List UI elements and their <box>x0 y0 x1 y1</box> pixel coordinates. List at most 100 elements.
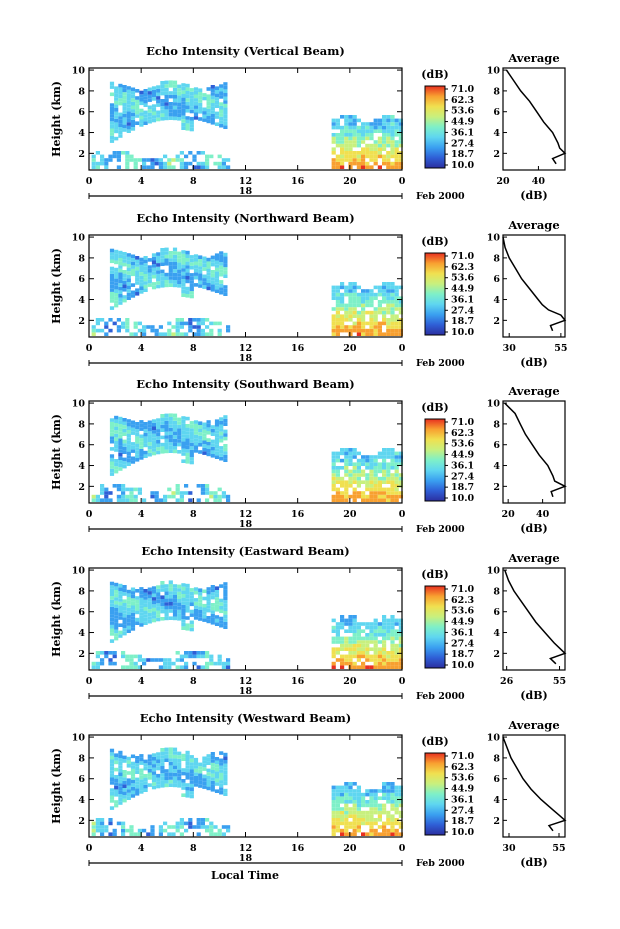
echo-cell <box>213 832 218 836</box>
echo-cell <box>214 597 220 601</box>
echo-cell <box>95 321 100 326</box>
echo-cell <box>171 832 176 836</box>
echo-cell <box>213 494 218 499</box>
echo-cell <box>331 125 336 130</box>
echo-cell <box>151 86 157 90</box>
echo-cell <box>185 431 190 435</box>
echo-cell <box>164 591 169 595</box>
echo-cell <box>198 280 203 285</box>
echo-cell <box>200 821 205 826</box>
echo-cell <box>398 118 403 123</box>
panel-title: Echo Intensity (Northward Beam) <box>136 211 354 225</box>
echo-cell <box>125 151 130 155</box>
echo-cell <box>205 651 210 655</box>
echo-cell <box>168 779 173 784</box>
echo-cell <box>394 307 399 311</box>
echo-cell <box>181 427 186 431</box>
echo-cell <box>390 136 395 141</box>
echo-cell <box>109 766 115 771</box>
echo-cell <box>202 589 207 594</box>
echo-cell <box>181 612 186 616</box>
echo-cell <box>219 765 224 770</box>
echo-cell <box>382 825 387 829</box>
echo-cell <box>390 818 395 822</box>
echo-cell <box>382 782 387 786</box>
echo-cell <box>168 279 173 284</box>
echo-cell <box>130 101 136 106</box>
echo-cell <box>122 755 127 760</box>
echo-cell <box>147 783 152 787</box>
echo-cell <box>184 491 189 495</box>
echo-cells <box>91 580 403 669</box>
echo-cell <box>206 275 211 280</box>
echo-cell <box>369 458 374 463</box>
average-y-tick-label: 4 <box>493 795 500 806</box>
echo-cell <box>361 165 366 169</box>
echo-cell <box>126 100 131 105</box>
echo-cell <box>114 629 119 634</box>
echo-cell <box>202 611 207 615</box>
echo-cell <box>135 599 140 604</box>
echo-cell <box>206 590 211 595</box>
echo-cell <box>112 321 117 326</box>
echo-cell <box>373 661 378 666</box>
echo-cell <box>213 491 218 495</box>
echo-cell <box>382 636 387 641</box>
echo-cell <box>386 814 391 818</box>
echo-cell <box>369 318 374 322</box>
echo-cell <box>377 462 382 466</box>
echo-cell <box>390 462 395 466</box>
average-x-tick-label: 55 <box>554 343 567 354</box>
echo-cell <box>160 758 165 763</box>
echo-cell <box>223 107 228 111</box>
echo-cell <box>193 268 199 273</box>
echo-cell <box>129 158 134 162</box>
echo-cell <box>335 292 340 297</box>
echo-cell <box>160 609 165 614</box>
echo-cell <box>340 498 345 502</box>
echo-cell <box>164 754 169 759</box>
echo-cell <box>352 643 357 648</box>
echo-cell <box>214 782 220 786</box>
echo-cell <box>126 771 131 775</box>
echo-cell <box>335 633 340 637</box>
echo-cell <box>95 818 100 822</box>
echo-cell <box>193 427 199 432</box>
echo-cell <box>361 629 366 633</box>
echo-cell <box>210 121 215 125</box>
echo-cell <box>335 118 340 123</box>
echo-cell <box>118 416 123 421</box>
echo-cell <box>172 102 178 106</box>
echo-cell <box>198 106 203 110</box>
echo-cell <box>206 261 211 265</box>
echo-cell <box>147 758 152 762</box>
echo-cell <box>348 307 353 311</box>
echo-cell <box>179 158 184 162</box>
echo-cell <box>168 417 173 421</box>
y-tick-label: 4 <box>78 461 85 472</box>
echo-cell <box>219 254 224 259</box>
x-tick-label: 12 <box>239 176 252 187</box>
echo-cell <box>369 321 374 326</box>
echo-cell <box>202 256 207 261</box>
echo-cell <box>221 825 226 829</box>
echo-cell <box>189 262 194 266</box>
echo-cell <box>340 821 345 826</box>
echo-cell <box>185 98 190 102</box>
echo-cell <box>214 257 220 261</box>
echo-cell <box>150 165 155 169</box>
echo-cell <box>221 832 226 836</box>
echo-cell <box>394 158 399 162</box>
echo-cell <box>121 832 126 836</box>
echo-cell <box>109 139 115 143</box>
echo-cell <box>121 484 126 488</box>
echo-cell <box>210 777 215 781</box>
echo-cell <box>135 443 140 448</box>
echo-cell <box>335 789 340 793</box>
echo-cell <box>91 828 96 833</box>
echo-cell <box>116 821 121 826</box>
echo-cell <box>335 622 340 626</box>
echo-cell <box>151 444 157 449</box>
echo-cell <box>130 587 136 592</box>
echo-cell <box>109 432 115 437</box>
